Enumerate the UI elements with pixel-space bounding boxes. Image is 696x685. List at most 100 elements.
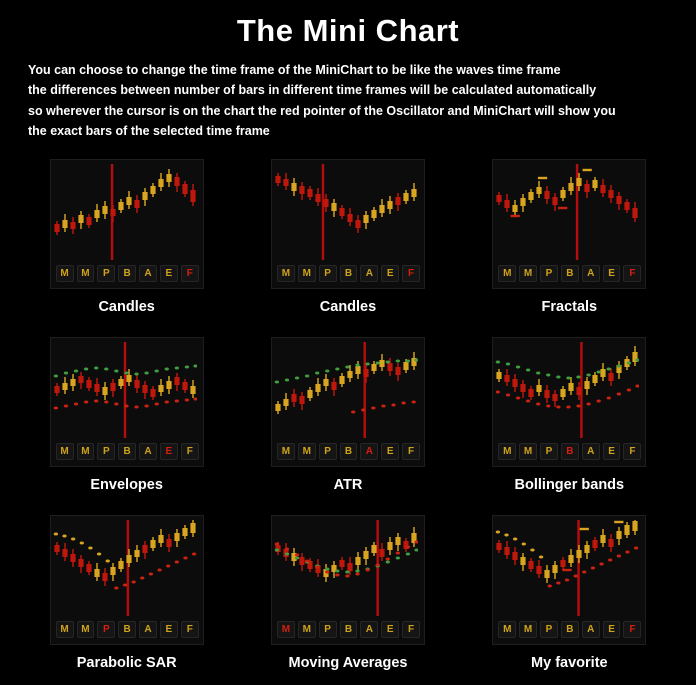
indicator-dot — [616, 554, 622, 558]
indicator-button-b-3[interactable]: B — [339, 265, 358, 282]
candle-body — [552, 394, 558, 401]
indicator-dot — [355, 572, 360, 576]
indicator-dot — [113, 369, 119, 373]
mini-chart-canvas[interactable] — [52, 340, 197, 440]
indicator-button-m-0[interactable]: M — [55, 265, 74, 282]
indicator-button-e-5[interactable]: E — [381, 443, 400, 460]
candle-body — [632, 352, 638, 362]
indicator-button-a-4[interactable]: A — [581, 443, 600, 460]
indicator-button-m-0[interactable]: M — [498, 265, 517, 282]
candle-body — [291, 394, 297, 402]
candle-body — [150, 186, 156, 194]
indicator-button-m-1[interactable]: M — [76, 265, 95, 282]
indicator-dot — [627, 361, 632, 365]
indicator-dot — [496, 390, 501, 394]
indicator-button-e-5[interactable]: E — [602, 621, 621, 638]
indicator-button-e-5[interactable]: E — [159, 443, 178, 460]
indicator-button-m-1[interactable]: M — [519, 443, 538, 460]
candle-body — [126, 555, 132, 563]
indicator-button-m-1[interactable]: M — [297, 265, 316, 282]
indicator-button-b-3[interactable]: B — [118, 443, 137, 460]
indicator-button-e-5[interactable]: E — [381, 265, 400, 282]
indicator-button-a-4[interactable]: A — [360, 265, 379, 282]
indicator-button-b-3[interactable]: B — [339, 621, 358, 638]
indicator-button-p-2[interactable]: P — [540, 621, 558, 638]
indicator-button-m-0[interactable]: M — [276, 621, 295, 638]
indicator-button-m-0[interactable]: M — [276, 265, 295, 282]
indicator-button-m-0[interactable]: M — [498, 443, 517, 460]
candle-body — [158, 179, 164, 187]
indicator-button-p-2[interactable]: P — [318, 265, 337, 282]
indicator-button-f-6[interactable]: F — [402, 265, 420, 282]
indicator-button-m-1[interactable]: M — [76, 443, 95, 460]
indicator-button-b-3[interactable]: B — [560, 265, 579, 282]
indicator-button-m-0[interactable]: M — [55, 621, 74, 638]
indicator-button-a-4[interactable]: A — [360, 443, 379, 460]
indicator-dot — [103, 400, 109, 404]
mini-chart-canvas[interactable] — [495, 340, 640, 440]
indicator-button-m-1[interactable]: M — [297, 621, 316, 638]
indicator-button-p-2[interactable]: P — [97, 443, 116, 460]
indicator-button-a-4[interactable]: A — [581, 265, 600, 282]
indicator-button-e-5[interactable]: E — [381, 621, 400, 638]
indicator-button-b-3[interactable]: B — [118, 621, 137, 638]
indicator-button-f-6[interactable]: F — [623, 621, 642, 638]
indicator-dot — [496, 530, 501, 534]
candle-body — [86, 217, 92, 225]
indicator-button-f-6[interactable]: F — [180, 265, 199, 282]
indicator-button-f-6[interactable]: F — [402, 621, 420, 638]
candle-body — [512, 379, 518, 387]
mini-chart-canvas[interactable] — [495, 518, 640, 618]
mini-chart-canvas[interactable] — [495, 162, 640, 262]
indicator-button-a-4[interactable]: A — [139, 621, 157, 638]
mini-chart-canvas[interactable] — [52, 518, 197, 618]
indicator-button-m-1[interactable]: M — [519, 265, 538, 282]
indicator-button-e-5[interactable]: E — [602, 265, 621, 282]
indicator-button-m-1[interactable]: M — [76, 621, 95, 638]
indicator-button-a-4[interactable]: A — [139, 265, 157, 282]
indicator-button-m-1[interactable]: M — [297, 443, 316, 460]
indicator-button-a-4[interactable]: A — [581, 621, 600, 638]
indicator-button-b-3[interactable]: B — [339, 443, 358, 460]
indicator-button-e-5[interactable]: E — [602, 443, 621, 460]
indicator-dot — [154, 402, 159, 406]
indicator-dot — [526, 368, 531, 372]
indicator-button-m-0[interactable]: M — [55, 443, 74, 460]
indicator-button-p-2[interactable]: P — [318, 443, 337, 460]
candle-body — [387, 201, 393, 209]
candle-body — [576, 550, 582, 558]
mini-chart-canvas[interactable] — [52, 162, 197, 262]
mini-chart-canvas[interactable] — [273, 518, 418, 618]
candle-body — [536, 566, 542, 574]
indicator-button-b-3[interactable]: B — [560, 443, 579, 460]
indicator-button-f-6[interactable]: F — [623, 443, 642, 460]
indicator-button-p-2[interactable]: P — [318, 621, 337, 638]
indicator-button-a-4[interactable]: A — [139, 443, 157, 460]
indicator-button-f-6[interactable]: F — [623, 265, 642, 282]
indicator-dot — [606, 367, 612, 371]
indicator-button-a-4[interactable]: A — [360, 621, 379, 638]
indicator-button-p-2[interactable]: P — [97, 621, 116, 638]
candle-body — [363, 215, 369, 223]
indicator-button-e-5[interactable]: E — [159, 265, 178, 282]
candle-body — [118, 561, 124, 569]
indicator-button-m-0[interactable]: M — [276, 443, 295, 460]
indicator-button-p-2[interactable]: P — [540, 265, 558, 282]
indicator-button-b-3[interactable]: B — [118, 265, 137, 282]
indicator-button-f-6[interactable]: F — [180, 443, 199, 460]
indicator-button-p-2[interactable]: P — [97, 265, 116, 282]
candle-body — [512, 205, 518, 212]
candle-body — [275, 545, 281, 552]
indicator-dot — [506, 393, 511, 397]
indicator-button-m-1[interactable]: M — [519, 621, 538, 638]
indicator-button-b-3[interactable]: B — [560, 621, 579, 638]
candle-body — [584, 545, 590, 553]
mini-chart-canvas[interactable] — [273, 162, 418, 262]
indicator-button-f-6[interactable]: F — [180, 621, 199, 638]
mini-chart-canvas[interactable] — [273, 340, 418, 440]
indicator-button-p-2[interactable]: P — [540, 443, 558, 460]
indicator-button-m-0[interactable]: M — [498, 621, 517, 638]
indicator-button-e-5[interactable]: E — [159, 621, 178, 638]
indicator-button-f-6[interactable]: F — [402, 443, 420, 460]
candle-body — [110, 383, 116, 391]
